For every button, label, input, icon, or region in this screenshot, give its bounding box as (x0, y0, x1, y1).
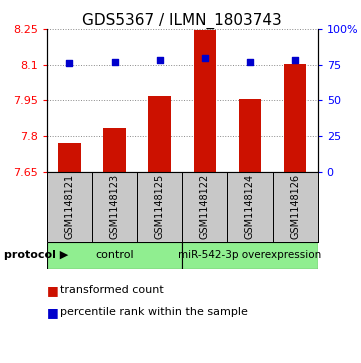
Bar (47, 172, 92, 242)
Bar (182, 172, 227, 242)
Bar (92, 172, 137, 242)
Point (247, 59, 253, 65)
Text: transformed count: transformed count (60, 285, 163, 295)
Text: ■: ■ (47, 306, 59, 319)
Bar (103, 128, 126, 172)
Text: ■: ■ (47, 284, 59, 297)
Point (202, 55, 208, 61)
Bar (182, 242, 318, 269)
Bar (47, 242, 182, 269)
Bar (227, 172, 273, 242)
Text: percentile rank within the sample: percentile rank within the sample (60, 307, 247, 317)
Text: GSM1148121: GSM1148121 (65, 174, 74, 239)
Title: GDS5367 / ILMN_1803743: GDS5367 / ILMN_1803743 (82, 13, 282, 29)
Text: protocol ▶: protocol ▶ (4, 250, 68, 260)
Bar (273, 172, 318, 242)
Bar (193, 30, 216, 172)
Bar (284, 64, 306, 172)
Text: GSM1148122: GSM1148122 (200, 174, 210, 239)
Bar (58, 143, 81, 172)
Text: control: control (95, 250, 134, 260)
Point (67, 60, 73, 66)
Text: GSM1148123: GSM1148123 (110, 174, 119, 239)
Text: GSM1148124: GSM1148124 (245, 174, 255, 239)
Text: miR-542-3p overexpression: miR-542-3p overexpression (178, 250, 322, 260)
Bar (148, 96, 171, 172)
Bar (137, 172, 182, 242)
Point (292, 58, 298, 64)
Bar (239, 99, 261, 172)
Point (112, 59, 118, 65)
Point (157, 58, 162, 64)
Text: GSM1148125: GSM1148125 (155, 174, 165, 239)
Text: GSM1148126: GSM1148126 (290, 174, 300, 239)
